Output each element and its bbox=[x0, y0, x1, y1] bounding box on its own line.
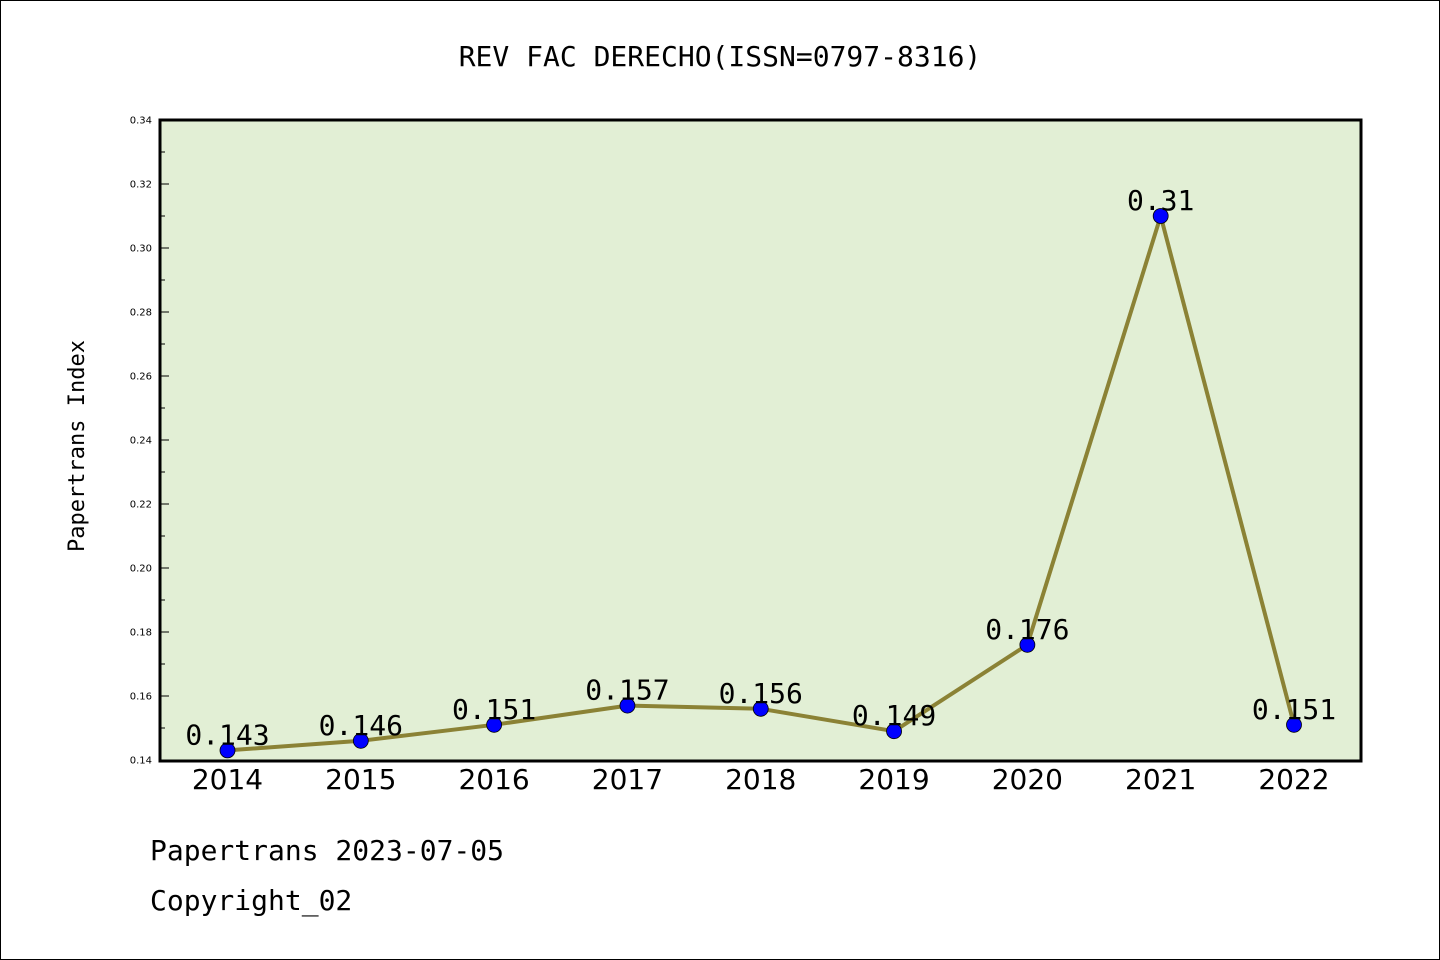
data-label: 0.156 bbox=[719, 677, 803, 710]
data-point bbox=[219, 742, 236, 759]
x-tick-label: 2020 bbox=[992, 763, 1063, 796]
data-point bbox=[1286, 716, 1302, 733]
data-labels: 0.143 0.146 0.151 0.157 0.156 0.149 0.176 0.31 0… bbox=[185, 184, 1336, 751]
data-point bbox=[352, 732, 369, 749]
data-label: 0.31 bbox=[1127, 184, 1194, 217]
data-label: 0.149 bbox=[852, 699, 936, 732]
data-label: 0.176 bbox=[985, 613, 1069, 646]
y-tick-label: 0.24 bbox=[130, 436, 152, 447]
data-label: 0.143 bbox=[185, 718, 269, 751]
data-point bbox=[619, 697, 636, 714]
x-tick-label: 2017 bbox=[592, 763, 663, 796]
y-axis-label: Papertrans Index bbox=[65, 340, 90, 552]
data-label: 0.157 bbox=[585, 674, 669, 707]
data-point bbox=[886, 723, 902, 740]
y-tick-label: 0.20 bbox=[130, 564, 152, 575]
y-tick-label: 0.28 bbox=[130, 308, 152, 319]
x-tick-label: 2018 bbox=[725, 763, 796, 796]
data-label: 0.151 bbox=[452, 693, 536, 726]
y-tick-label: 0.30 bbox=[130, 244, 152, 255]
y-tick-label: 0.34 bbox=[130, 116, 152, 127]
x-tick-label: 2015 bbox=[325, 763, 396, 796]
y-tick-label: 0.16 bbox=[130, 692, 152, 703]
footer-copyright: Copyright_02 bbox=[150, 884, 353, 917]
data-point bbox=[752, 700, 769, 717]
y-tick-label: 0.14 bbox=[130, 756, 152, 767]
y-tick-label: 0.26 bbox=[130, 372, 152, 383]
data-label: 0.151 bbox=[1252, 693, 1336, 726]
y-tick-label: 0.32 bbox=[130, 180, 152, 191]
data-point bbox=[1152, 208, 1169, 224]
footer-source: Papertrans 2023-07-05 bbox=[150, 834, 505, 867]
y-tick-label: 0.18 bbox=[130, 628, 152, 639]
x-axis: 2014 2015 2016 2017 2018 2019 2020 2021 2022 bbox=[192, 763, 1330, 796]
data-point bbox=[486, 716, 503, 733]
data-point bbox=[1019, 636, 1036, 653]
series-layer bbox=[219, 208, 1302, 759]
y-axis: 0.14 0.16 0.18 0.20 0.22 0.24 0.26 0.28 0.30 0.32… bbox=[130, 116, 169, 767]
x-tick-label: 2014 bbox=[192, 763, 263, 796]
plot-area bbox=[158, 118, 1363, 763]
y-tick-label: 0.22 bbox=[130, 500, 152, 511]
data-label: 0.146 bbox=[319, 709, 403, 742]
chart-title: REV FAC DERECHO(ISSN=0797-8316) bbox=[459, 40, 982, 73]
x-tick-label: 2021 bbox=[1125, 763, 1196, 796]
x-tick-label: 2022 bbox=[1258, 763, 1329, 796]
x-tick-label: 2016 bbox=[458, 763, 529, 796]
x-tick-label: 2019 bbox=[858, 763, 929, 796]
